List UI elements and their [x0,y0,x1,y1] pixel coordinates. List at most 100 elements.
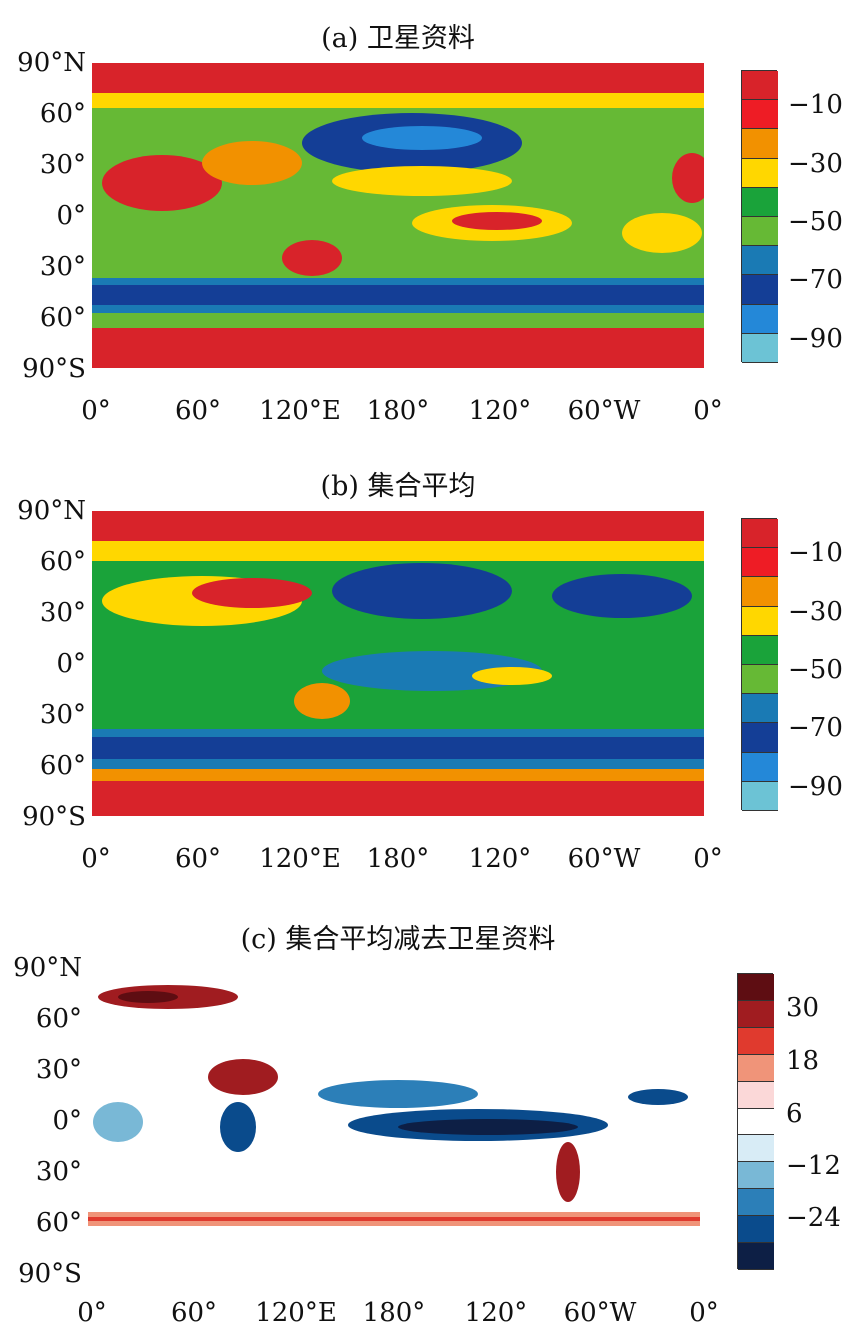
colorbar-label: −30 [788,149,843,179]
colorbar-label: 6 [786,1099,803,1129]
panel-a-map [92,63,704,368]
colorbar-swatch [738,1108,774,1136]
y-tick: 30° [39,598,86,628]
y-tick: 60° [35,1004,82,1034]
x-tick: 60° [170,1298,218,1328]
y-tick: 30° [39,150,86,180]
y-tick: 30° [35,1157,82,1187]
x-tick: 120°E [255,1298,337,1328]
colorbar-swatch [738,1000,774,1028]
x-tick: 0° [77,1298,107,1328]
colorbar-swatch [738,1054,774,1082]
y-tick: 30° [39,252,86,282]
colorbar-swatch [738,1027,774,1055]
colorbar-swatch [738,1243,774,1270]
x-tick: 60°W [563,1298,637,1328]
colorbar-swatch [738,1135,774,1163]
y-tick: 90°S [22,354,86,384]
panel-b-colorbar [741,518,778,811]
panel-a-colorbar [741,70,778,363]
x-tick: 0° [81,844,111,874]
y-tick: 60° [39,547,86,577]
y-tick: 90°N [17,48,86,78]
x-tick: 120° [468,844,532,874]
colorbar-label: −50 [788,655,843,685]
panel-c-map [88,967,700,1269]
x-tick: 180° [366,396,430,426]
colorbar-swatch [742,216,778,247]
x-tick: 60°W [567,844,641,874]
colorbar-swatch [742,606,778,636]
x-tick: 0° [693,844,723,874]
panel-c-colorbar [737,973,774,1270]
y-tick: 60° [35,1208,82,1238]
x-tick: 180° [366,844,430,874]
colorbar-label: −24 [786,1203,841,1233]
colorbar-label: −70 [788,713,843,743]
y-tick: 90°S [22,802,86,832]
colorbar-label: −10 [788,90,843,120]
colorbar-swatch [742,333,778,363]
colorbar-label: −12 [786,1151,841,1181]
panel-b: (b) 集合平均 90°N 60° 30° 0° 30° 60° 90°S 0°… [0,448,850,888]
panel-c-field [88,967,700,1269]
panel-c-title: (c) 集合平均减去卫星资料 [240,924,556,955]
x-tick: 60°W [567,396,641,426]
y-tick: 90°N [17,496,86,526]
colorbar-label: −90 [788,772,843,802]
colorbar-swatch [738,1081,774,1109]
colorbar-label: 30 [786,993,820,1023]
colorbar-swatch [742,635,778,665]
x-tick: 120°E [259,844,341,874]
colorbar-label: −10 [788,538,843,568]
x-tick: 120° [464,1298,528,1328]
panel-a-field [92,63,704,368]
panel-a: (a) 卫星资料 90°N 60° 30° 0° 30° 60° 90°S 0°… [0,0,850,440]
y-tick: 30° [35,1055,82,1085]
colorbar-swatch [738,1216,774,1244]
x-tick: 0° [693,396,723,426]
colorbar-swatch [742,187,778,217]
x-tick: 60° [174,844,222,874]
x-tick: 120°E [259,396,341,426]
colorbar-label: −70 [788,265,843,295]
colorbar-label: 18 [786,1046,820,1076]
colorbar-swatch [742,664,778,695]
panel-c: (c) 集合平均减去卫星资料 90°N 60° 30° 0° 30° 60° 9… [0,905,850,1337]
panel-b-map [92,511,704,816]
panel-b-field [92,511,704,816]
colorbar-label: −30 [788,597,843,627]
x-tick: 180° [362,1298,426,1328]
colorbar-swatch [742,304,778,334]
colorbar-swatch [738,1189,774,1217]
y-tick: 60° [39,99,86,129]
x-tick: 0° [81,396,111,426]
colorbar-swatch [742,71,778,101]
y-tick: 90°N [13,953,82,983]
colorbar-swatch [742,246,778,276]
colorbar-swatch [738,974,774,1001]
x-tick: 0° [689,1298,719,1328]
y-tick: 0° [52,1106,82,1136]
colorbar-swatch [742,548,778,578]
colorbar-swatch [742,158,778,188]
colorbar-swatch [742,694,778,724]
colorbar-swatch [742,752,778,782]
colorbar-swatch [742,519,778,549]
y-tick: 0° [56,649,86,679]
y-tick: 0° [56,201,86,231]
colorbar-label: −50 [788,207,843,237]
colorbar-swatch [742,129,778,159]
colorbar-swatch [742,723,778,753]
x-tick: 60° [174,396,222,426]
y-tick: 30° [39,700,86,730]
colorbar-swatch [742,100,778,130]
colorbar-swatch [742,781,778,811]
colorbar-swatch [742,275,778,305]
colorbar-label: −90 [788,324,843,354]
colorbar-swatch [742,577,778,607]
colorbar-swatch [738,1162,774,1190]
panel-a-title: (a) 卫星资料 [321,23,475,54]
y-tick: 60° [39,303,86,333]
panel-b-title: (b) 集合平均 [320,471,476,502]
